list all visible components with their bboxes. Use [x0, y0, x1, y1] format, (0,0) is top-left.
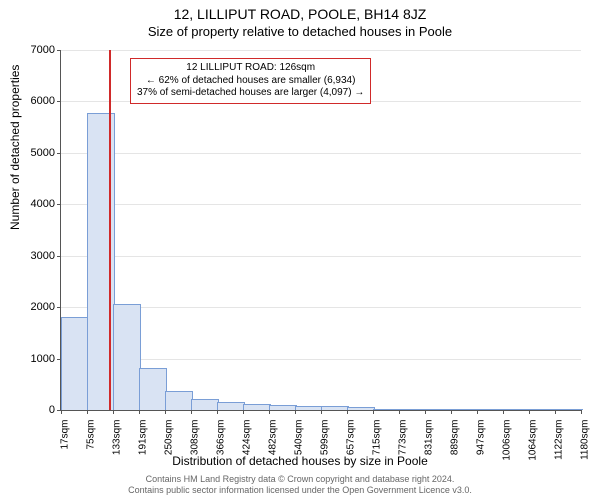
xtick-label: 75sqm [86, 420, 97, 450]
xtick-mark [529, 410, 530, 414]
histogram-bar [113, 304, 141, 410]
xtick-label: 308sqm [190, 420, 201, 456]
page-title: 12, LILLIPUT ROAD, POOLE, BH14 8JZ [0, 0, 600, 22]
xtick-mark [399, 410, 400, 414]
gridline [61, 153, 581, 154]
annotation-line1: 12 LILLIPUT ROAD: 126sqm [137, 62, 364, 75]
histogram-bar [321, 406, 349, 410]
xtick-label: 889sqm [450, 420, 461, 456]
ytick-label: 7000 [15, 44, 55, 56]
histogram-bar [61, 317, 89, 410]
histogram-bar [217, 402, 245, 410]
histogram-bar [555, 409, 583, 410]
ytick-label: 1000 [15, 353, 55, 365]
xtick-label: 715sqm [372, 420, 383, 456]
footer-line1: Contains HM Land Registry data © Crown c… [0, 474, 600, 485]
gridline [61, 256, 581, 257]
histogram-bar [373, 409, 401, 410]
plot-canvas: 0100020003000400050006000700017sqm75sqm1… [60, 50, 581, 411]
footer-attribution: Contains HM Land Registry data © Crown c… [0, 474, 600, 496]
histogram-bar [139, 368, 167, 410]
footer-line2: Contains public sector information licen… [0, 485, 600, 496]
xtick-mark [191, 410, 192, 414]
property-marker-line [109, 50, 111, 410]
histogram-bar [165, 391, 193, 410]
x-axis-label: Distribution of detached houses by size … [0, 454, 600, 468]
xtick-mark [425, 410, 426, 414]
xtick-mark [477, 410, 478, 414]
ytick-label: 5000 [15, 147, 55, 159]
xtick-mark [217, 410, 218, 414]
chart-container: 12, LILLIPUT ROAD, POOLE, BH14 8JZ Size … [0, 0, 600, 500]
page-subtitle: Size of property relative to detached ho… [0, 22, 600, 39]
histogram-bar [425, 409, 453, 410]
histogram-bar [503, 409, 531, 410]
xtick-label: 133sqm [112, 420, 123, 456]
gridline [61, 204, 581, 205]
annotation-line2: ← 62% of detached houses are smaller (6,… [137, 75, 364, 88]
xtick-mark [347, 410, 348, 414]
ytick-mark [57, 50, 61, 51]
histogram-bar [295, 406, 323, 410]
ytick-mark [57, 256, 61, 257]
xtick-mark [243, 410, 244, 414]
xtick-label: 191sqm [138, 420, 149, 456]
xtick-label: 831sqm [424, 420, 435, 456]
annotation-line3: 37% of semi-detached houses are larger (… [137, 87, 364, 100]
xtick-label: 17sqm [60, 420, 71, 450]
histogram-bar [399, 409, 427, 410]
xtick-label: 424sqm [242, 420, 253, 456]
ytick-label: 6000 [15, 95, 55, 107]
xtick-label: 947sqm [476, 420, 487, 456]
xtick-mark [269, 410, 270, 414]
ytick-label: 0 [15, 404, 55, 416]
histogram-bar [451, 409, 479, 410]
xtick-label: 773sqm [398, 420, 409, 456]
xtick-mark [581, 410, 582, 414]
xtick-mark [555, 410, 556, 414]
xtick-label: 599sqm [320, 420, 331, 456]
xtick-label: 482sqm [268, 420, 279, 456]
histogram-bar [347, 407, 375, 410]
ytick-mark [57, 153, 61, 154]
xtick-mark [113, 410, 114, 414]
xtick-mark [503, 410, 504, 414]
histogram-bar [269, 405, 297, 410]
histogram-bar [191, 399, 219, 410]
ytick-label: 4000 [15, 198, 55, 210]
xtick-label: 366sqm [216, 420, 227, 456]
xtick-mark [139, 410, 140, 414]
gridline [61, 50, 581, 51]
xtick-label: 250sqm [164, 420, 175, 456]
xtick-mark [165, 410, 166, 414]
xtick-mark [87, 410, 88, 414]
ytick-mark [57, 101, 61, 102]
ytick-mark [57, 307, 61, 308]
ytick-label: 2000 [15, 301, 55, 313]
histogram-bar [243, 404, 271, 410]
xtick-mark [61, 410, 62, 414]
xtick-mark [373, 410, 374, 414]
plot-area: 0100020003000400050006000700017sqm75sqm1… [60, 50, 580, 410]
xtick-label: 657sqm [346, 420, 357, 456]
xtick-label: 540sqm [294, 420, 305, 456]
histogram-bar [529, 409, 557, 410]
xtick-mark [295, 410, 296, 414]
xtick-mark [451, 410, 452, 414]
histogram-bar [477, 409, 505, 410]
annotation-box: 12 LILLIPUT ROAD: 126sqm ← 62% of detach… [130, 58, 371, 104]
ytick-mark [57, 204, 61, 205]
ytick-label: 3000 [15, 250, 55, 262]
xtick-mark [321, 410, 322, 414]
